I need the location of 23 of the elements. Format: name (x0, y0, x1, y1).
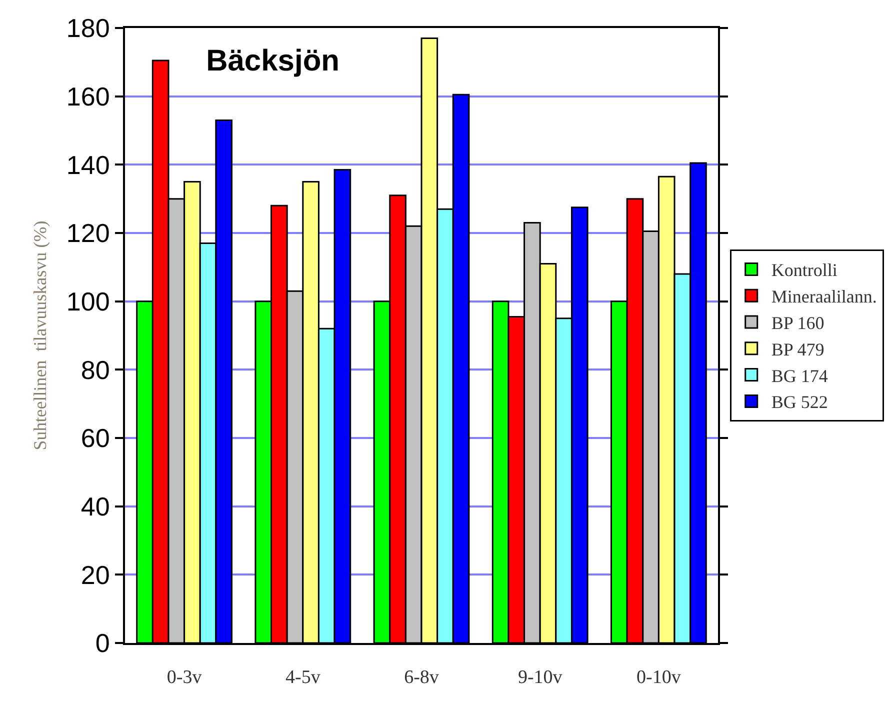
x-tick-label: 0-10v (636, 666, 682, 688)
legend-label: BP 479 (771, 339, 824, 360)
y-tick-label: 60 (80, 423, 110, 454)
legend-label: BG 174 (771, 366, 828, 386)
x-tick-label: 4-5v (285, 666, 321, 688)
y-tick-label: 40 (80, 491, 110, 522)
y-tick-label: 20 (80, 560, 110, 590)
y-tick-label: 100 (66, 286, 110, 316)
legend-label: BP 160 (771, 313, 824, 334)
y-tick-label: 180 (66, 13, 110, 44)
x-tick-label: 6-8v (404, 666, 440, 688)
y-tick-label: 80 (80, 354, 110, 385)
legend-label: Kontrolli (771, 260, 838, 280)
y-tick-label: 160 (66, 81, 110, 112)
text: Bäcksjön (206, 44, 340, 78)
y-tick-label: 120 (66, 218, 110, 248)
y-tick-label: 0 (95, 628, 110, 658)
y-axis-title: Suhteellinen tilavuuskasvu (%) (30, 220, 50, 450)
x-tick-label: 9-10v (518, 666, 563, 688)
legend-label: Mineraalilann. (771, 286, 877, 307)
y-tick-label: 140 (66, 150, 110, 180)
legend-label: BG 522 (771, 392, 828, 412)
x-tick-label: 0-3v (166, 666, 202, 688)
